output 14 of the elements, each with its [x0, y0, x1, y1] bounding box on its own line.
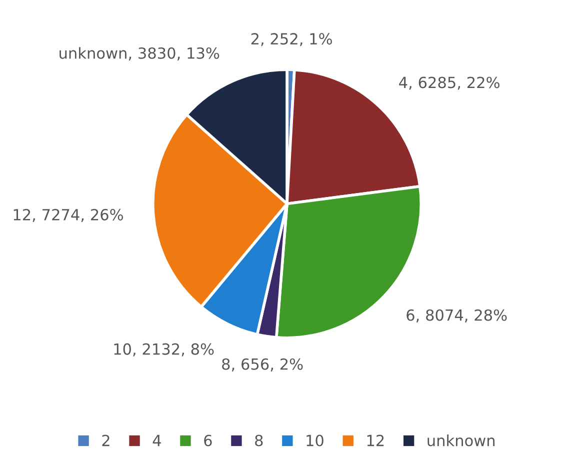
data-label: 4, 6285, 22%	[399, 76, 500, 90]
data-label: 2, 252, 1%	[251, 33, 332, 46]
legend-label: 2	[102, 434, 110, 446]
legend-label: 10	[306, 434, 324, 446]
data-label: unknown, 3830, 13%	[60, 47, 220, 60]
data-label: 6, 8074, 28%	[406, 309, 507, 322]
data-label: 12, 7274, 26%	[14, 208, 124, 222]
legend-label: 8	[255, 434, 263, 446]
legend-label: 4	[152, 434, 161, 446]
legend-label: 12	[367, 434, 384, 446]
data-label: 10, 2132, 8%	[114, 343, 214, 356]
legend-label: unknown	[428, 434, 495, 446]
legend-label: 6	[204, 434, 212, 446]
data-label: 8, 656, 2%	[222, 358, 303, 372]
